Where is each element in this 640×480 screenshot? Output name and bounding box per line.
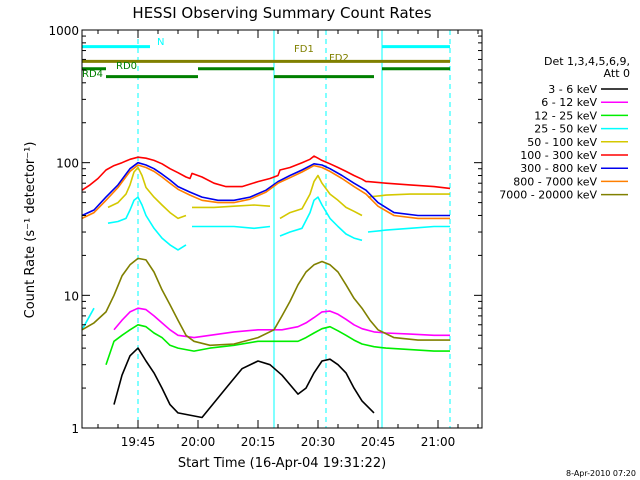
- series-line-2-0: [105, 323, 450, 365]
- plot-area: N FD1 FD2 RD0 RD4: [81, 30, 451, 428]
- flag-label-rd4: RD4: [82, 69, 103, 80]
- series-line-3-1: [107, 196, 187, 251]
- x-axis-label: Start Time (16-Apr-04 19:31:22): [178, 456, 386, 471]
- series-line-8-0: [81, 257, 450, 347]
- series-line-4-0: [107, 166, 187, 220]
- legend-label-4: 50 - 100 keV: [527, 136, 597, 149]
- y-tick-label-2: 100: [56, 157, 79, 171]
- y-tick-label-1: 10: [64, 289, 79, 303]
- flag-label-n: N: [157, 37, 164, 48]
- series-line-3-3: [279, 196, 363, 242]
- series-line-4-3: [367, 193, 450, 198]
- flag-label-fd2: FD2: [329, 53, 349, 64]
- legend-header-0: Det 1,3,4,5,6,9,: [544, 55, 630, 68]
- chart-title: HESSI Observing Summary Count Rates: [132, 4, 431, 22]
- legend-header-1: Att 0: [604, 67, 630, 80]
- x-tick-label-4: 20:45: [361, 435, 396, 449]
- legend-label-2: 12 - 25 keV: [534, 109, 597, 122]
- x-tick-label-2: 20:15: [241, 435, 276, 449]
- legend-label-0: 3 - 6 keV: [548, 83, 597, 96]
- series-line-0-0: [113, 347, 375, 419]
- x-tick-label-3: 20:30: [301, 435, 336, 449]
- legend-label-3: 25 - 50 keV: [534, 123, 597, 136]
- series-line-3-2: [192, 225, 271, 230]
- x-tick-label-5: 21:00: [421, 435, 456, 449]
- series-line-6-0: [81, 161, 450, 217]
- x-tick-label-1: 20:00: [181, 435, 216, 449]
- flag-label-fd1: FD1: [294, 44, 314, 55]
- date-stamp: 8-Apr-2010 07:20: [566, 469, 636, 478]
- legend-label-1: 6 - 12 keV: [541, 96, 597, 109]
- y-tick-label-3: 1000: [48, 24, 79, 38]
- y-tick-label-0: 1: [71, 422, 79, 436]
- series-line-5-0: [81, 155, 451, 191]
- plot-frame: [81, 29, 483, 429]
- series-line-3-4: [367, 225, 450, 233]
- axes: 1 10 100 1000 19:45 20:00 20:15 20:30 20:45 21:00: [48, 24, 483, 449]
- flag-label-rd0: RD0: [116, 61, 137, 72]
- series-line-7-0: [81, 164, 450, 220]
- legend-label-7: 800 - 7000 keV: [513, 175, 597, 188]
- x-tick-label-0: 19:45: [121, 435, 156, 449]
- series-line-4-1: [192, 204, 271, 209]
- series-line-4-2: [279, 174, 363, 220]
- y-axis-label: Count Rate (s⁻¹ detector⁻¹): [23, 142, 38, 319]
- series-line-1-0: [113, 307, 450, 339]
- legend-label-8: 7000 - 20000 keV: [499, 189, 597, 202]
- series-line-3-0: [81, 307, 95, 331]
- legend-label-5: 100 - 300 keV: [520, 149, 597, 162]
- legend-label-6: 300 - 800 keV: [520, 162, 597, 175]
